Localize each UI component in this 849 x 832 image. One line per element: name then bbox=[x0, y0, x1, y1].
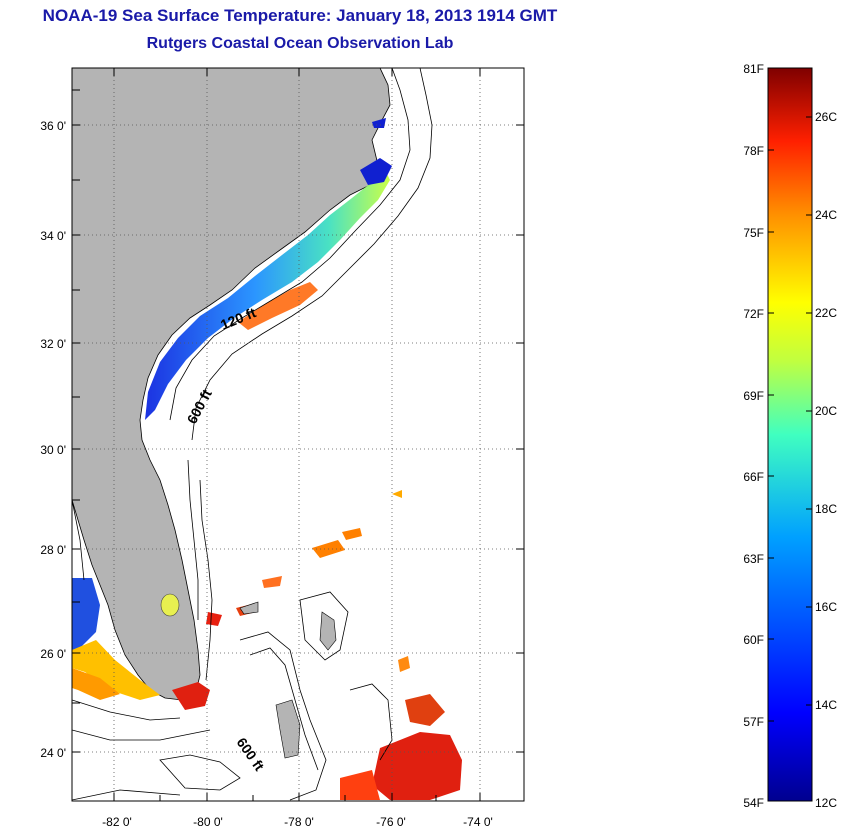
colorbar: 81F 78F 75F 72F 69F 66F 63F 60F 57F 54F … bbox=[743, 62, 837, 810]
lat-label-24: 24 0' bbox=[40, 746, 66, 760]
lon-label-76: -76 0' bbox=[376, 815, 406, 829]
frame-ticks bbox=[72, 68, 524, 801]
lat-label-34: 34 0' bbox=[40, 229, 66, 243]
colorbar-f-72: 72F bbox=[743, 307, 764, 321]
lon-label-78: -78 0' bbox=[284, 815, 314, 829]
lon-label-80: -80 0' bbox=[193, 815, 223, 829]
colorbar-c-14: 14C bbox=[815, 698, 837, 712]
colorbar-f-63: 63F bbox=[743, 552, 764, 566]
colorbar-f-75: 75F bbox=[743, 226, 764, 240]
colorbar-c-12: 12C bbox=[815, 796, 837, 810]
lat-label-30: 30 0' bbox=[40, 443, 66, 457]
lon-label-82: -82 0' bbox=[102, 815, 132, 829]
map-border bbox=[71, 67, 525, 802]
colorbar-c-22: 22C bbox=[815, 306, 837, 320]
colorbar-f-78: 78F bbox=[743, 144, 764, 158]
lat-label-32: 32 0' bbox=[40, 337, 66, 351]
sst-gulf-stream bbox=[238, 282, 318, 330]
land-mainland bbox=[72, 68, 391, 701]
colorbar-c-20: 20C bbox=[815, 404, 837, 418]
sst-coastal-band bbox=[145, 170, 390, 420]
colorbar-f-54: 54F bbox=[743, 796, 764, 810]
map-subtitle: Rutgers Coastal Ocean Observation Lab bbox=[146, 35, 454, 52]
colorbar-f-69: 69F bbox=[743, 389, 764, 403]
lat-label-26: 26 0' bbox=[40, 647, 66, 661]
map-area: 120 ft 600 ft 600 ft bbox=[72, 68, 524, 801]
colorbar-gradient bbox=[767, 67, 813, 802]
map-title: NOAA-19 Sea Surface Temperature: January… bbox=[42, 6, 558, 25]
colorbar-c-18: 18C bbox=[815, 502, 837, 516]
lat-label-36: 36 0' bbox=[40, 119, 66, 133]
graticule bbox=[72, 68, 524, 801]
colorbar-f-81: 81F bbox=[743, 62, 764, 76]
colorbar-c-16: 16C bbox=[815, 600, 837, 614]
lat-label-28: 28 0' bbox=[40, 543, 66, 557]
colorbar-c-24: 24C bbox=[815, 208, 837, 222]
colorbar-c-26: 26C bbox=[815, 110, 837, 124]
lon-label-74: -74 0' bbox=[463, 815, 493, 829]
colorbar-f-60: 60F bbox=[743, 633, 764, 647]
colorbar-f-66: 66F bbox=[743, 470, 764, 484]
colorbar-f-57: 57F bbox=[743, 715, 764, 729]
bathymetry-contours bbox=[72, 68, 433, 801]
